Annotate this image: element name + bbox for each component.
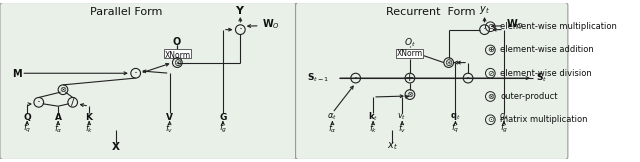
Text: /: /: [71, 97, 74, 107]
Text: $\mathbf{V}$: $\mathbf{V}$: [165, 111, 174, 122]
Text: $\mathbf{S}_{t-1}$: $\mathbf{S}_{t-1}$: [307, 72, 330, 84]
Text: $\mathbf{Q}$: $\mathbf{Q}$: [22, 111, 32, 123]
Text: $f_q$: $f_q$: [23, 122, 31, 135]
Text: $\mathbf{S}_t$: $\mathbf{S}_t$: [536, 72, 547, 84]
Text: $f_v$: $f_v$: [165, 122, 174, 135]
Text: $g_t$: $g_t$: [499, 111, 509, 122]
Text: ⊛: ⊛: [173, 58, 181, 68]
Text: outer-product: outer-product: [500, 92, 557, 101]
Text: ·: ·: [36, 96, 41, 109]
Text: $\mathbf{K}$: $\mathbf{K}$: [84, 111, 94, 122]
Text: Recurrent  Form: Recurrent Form: [387, 7, 476, 17]
Text: $f_k$: $f_k$: [85, 122, 93, 135]
Text: $O_t$: $O_t$: [404, 37, 416, 49]
FancyBboxPatch shape: [296, 2, 568, 160]
Text: +: +: [405, 73, 415, 83]
Text: ⊕: ⊕: [487, 46, 494, 54]
Text: $\mathbf{X}$: $\mathbf{X}$: [111, 140, 121, 152]
Text: $f_g$: $f_g$: [500, 122, 508, 135]
Text: ⊗: ⊗: [60, 85, 67, 94]
Text: XNorm: XNorm: [397, 49, 423, 58]
FancyBboxPatch shape: [0, 2, 296, 160]
Text: $f_g$: $f_g$: [219, 122, 227, 135]
Text: $\alpha_t$: $\alpha_t$: [328, 112, 337, 122]
Text: ·: ·: [134, 67, 138, 80]
Text: $x_t$: $x_t$: [387, 140, 398, 152]
Text: $f_k$: $f_k$: [369, 122, 378, 135]
Text: Parallel Form: Parallel Form: [90, 7, 162, 17]
Text: ⊙: ⊙: [487, 115, 494, 124]
Text: $y_t$: $y_t$: [479, 4, 490, 16]
Text: $f_q$: $f_q$: [451, 122, 460, 135]
Text: ·: ·: [238, 23, 243, 36]
Text: $\mathbf{A}$: $\mathbf{A}$: [54, 111, 63, 122]
Text: $v_t$: $v_t$: [397, 112, 407, 122]
Text: $f_\alpha$: $f_\alpha$: [328, 122, 337, 135]
Text: $\mathbf{O}$: $\mathbf{O}$: [172, 35, 182, 47]
Text: $\mathbf{G}$: $\mathbf{G}$: [218, 111, 227, 122]
Text: $\mathbf{k}_t$: $\mathbf{k}_t$: [368, 111, 378, 123]
Text: XNorm: XNorm: [164, 51, 191, 60]
Text: ·: ·: [466, 72, 470, 85]
Text: ⊘: ⊘: [487, 69, 494, 78]
Text: ⊙: ⊙: [487, 22, 494, 31]
Text: ⊗: ⊗: [406, 90, 413, 99]
Text: ·: ·: [483, 23, 486, 36]
Text: $\mathbf{Y}$: $\mathbf{Y}$: [236, 4, 245, 16]
Text: $\mathbf{M}$: $\mathbf{M}$: [12, 67, 23, 79]
Text: element-wise addition: element-wise addition: [500, 46, 594, 54]
Text: ⊗: ⊗: [487, 92, 494, 101]
Text: $\mathbf{q}_t$: $\mathbf{q}_t$: [450, 111, 461, 122]
Text: $\mathbf{W}_O$: $\mathbf{W}_O$: [506, 17, 524, 31]
Text: $\mathbf{W}_O$: $\mathbf{W}_O$: [262, 17, 280, 31]
Text: element-wise multiplication: element-wise multiplication: [500, 22, 617, 31]
FancyBboxPatch shape: [396, 49, 424, 58]
Text: $f_v$: $f_v$: [398, 122, 406, 135]
Text: ·: ·: [354, 72, 358, 85]
Text: ⊛: ⊛: [445, 58, 452, 68]
FancyBboxPatch shape: [164, 49, 191, 58]
Text: $f_\alpha$: $f_\alpha$: [54, 122, 63, 135]
Text: element-wise division: element-wise division: [500, 69, 592, 78]
Text: matrix multiplication: matrix multiplication: [500, 115, 588, 124]
